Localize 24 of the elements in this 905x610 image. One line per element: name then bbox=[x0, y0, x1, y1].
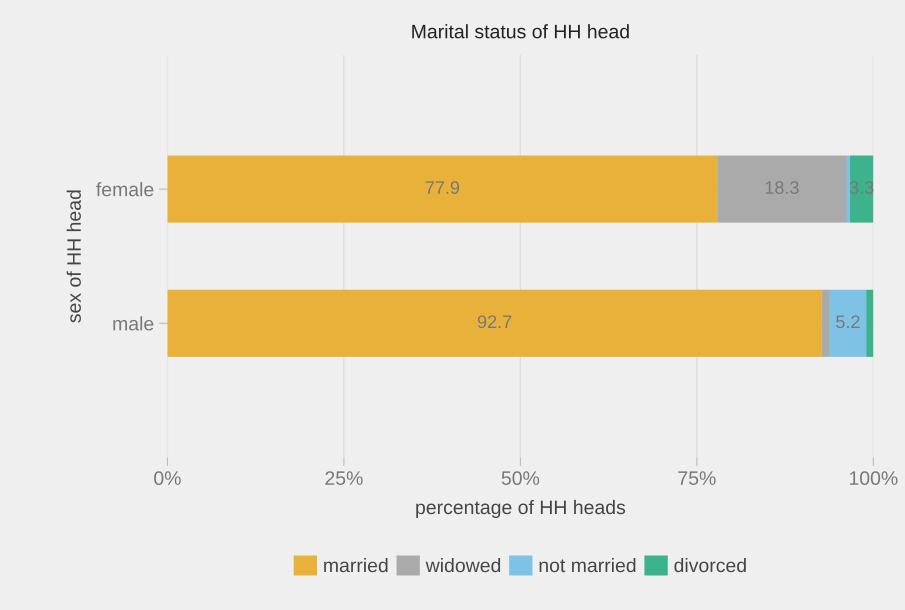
y-tick-label: female bbox=[96, 182, 154, 196]
bar bbox=[822, 290, 830, 357]
y-tick-label: male bbox=[113, 316, 154, 331]
legend-label: divorced bbox=[674, 558, 746, 572]
bar bbox=[830, 290, 866, 357]
x-tick-label: 75% bbox=[678, 471, 716, 485]
bar bbox=[167, 290, 822, 357]
bar bbox=[167, 156, 718, 223]
x-tick-label: 100% bbox=[850, 471, 898, 485]
bar bbox=[866, 290, 874, 357]
data-label: 5.2 bbox=[836, 315, 860, 328]
data-label: 77.9 bbox=[426, 181, 460, 194]
chart-title: Marital status of HH head bbox=[412, 24, 629, 38]
bar bbox=[717, 156, 846, 223]
legend-label: married bbox=[324, 558, 388, 572]
x-tick-label: 50% bbox=[502, 471, 540, 485]
legend-label: widowed bbox=[426, 558, 500, 572]
x-tick-label: 0% bbox=[154, 471, 181, 485]
x-axis-title: percentage of HH heads bbox=[416, 500, 626, 518]
y-axis-title: sex of HH head bbox=[66, 190, 81, 323]
bar bbox=[846, 156, 850, 223]
data-label: 92.7 bbox=[478, 315, 512, 328]
x-tick-label: 25% bbox=[325, 471, 363, 485]
legend-label: not married bbox=[540, 558, 636, 572]
